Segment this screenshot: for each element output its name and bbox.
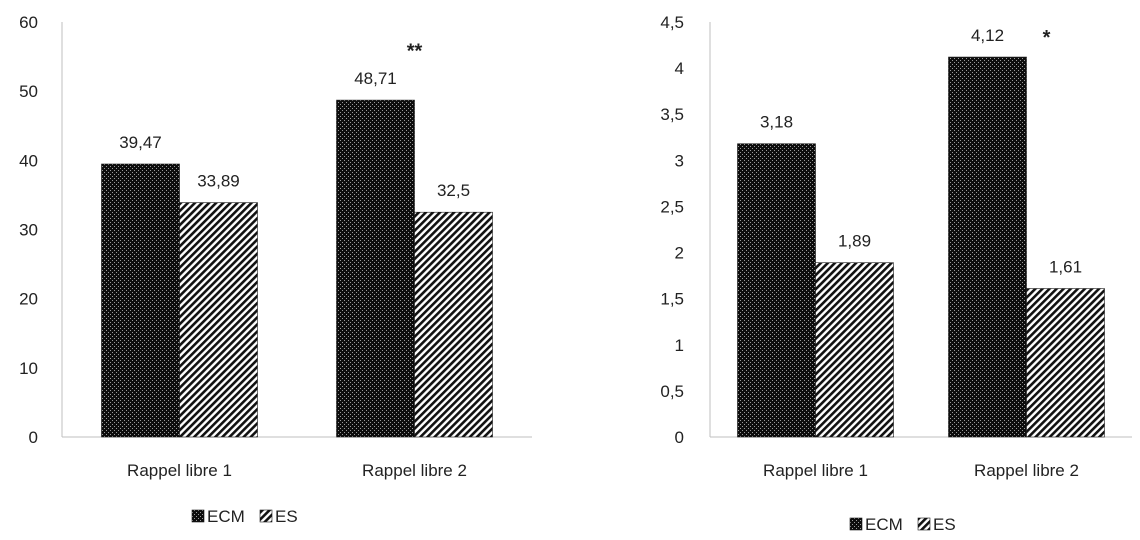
bar-ecm-1 bbox=[101, 163, 180, 438]
y-tick-label: 3,5 bbox=[660, 105, 684, 124]
y-tick-label: 10 bbox=[19, 359, 38, 378]
legend-label: ES bbox=[275, 507, 298, 526]
y-tick-label: 60 bbox=[19, 13, 38, 32]
data-label: 1,61 bbox=[1049, 258, 1082, 277]
data-label: 33,89 bbox=[197, 172, 240, 191]
y-tick-label: 2,5 bbox=[660, 197, 684, 216]
legend-swatch-es bbox=[917, 517, 931, 531]
y-tick-label: 40 bbox=[19, 151, 38, 170]
y-tick-label: 2 bbox=[675, 244, 684, 263]
legend-label: ES bbox=[933, 515, 956, 534]
legend-swatch-ecm bbox=[849, 517, 863, 531]
y-tick-label: 0,5 bbox=[660, 382, 684, 401]
y-tick-label: 1 bbox=[675, 336, 684, 355]
legend-label: ECM bbox=[207, 507, 245, 526]
y-tick-label: 50 bbox=[19, 82, 38, 101]
legend-swatch-es bbox=[259, 509, 273, 523]
y-tick-label: 30 bbox=[19, 221, 38, 240]
y-tick-label: 0 bbox=[675, 428, 684, 447]
data-label: 3,18 bbox=[760, 113, 793, 132]
bar-ecm-2 bbox=[948, 56, 1027, 438]
bar-es-2 bbox=[1026, 288, 1105, 438]
category-label: Rappel libre 1 bbox=[127, 461, 232, 480]
data-label: 4,12 bbox=[971, 26, 1004, 45]
data-label: 1,89 bbox=[838, 232, 871, 251]
y-tick-label: 0 bbox=[29, 428, 38, 447]
category-label: Rappel libre 2 bbox=[362, 461, 467, 480]
y-tick-label: 4 bbox=[675, 59, 684, 78]
chart-right: 0 0,5 1 1,5 2 2,5 3 3,5 4 4,5 3,18 1,89 Rappel libre… bbox=[660, 13, 1132, 534]
y-tick-label: 3 bbox=[675, 151, 684, 170]
legend-swatch-ecm bbox=[191, 509, 205, 523]
data-label: 48,71 bbox=[354, 69, 397, 88]
chart-left: 0 10 20 30 40 50 60 39,47 33,89 Rappel libre 1 48,… bbox=[19, 13, 532, 526]
y-tick-label: 20 bbox=[19, 290, 38, 309]
bar-es-2 bbox=[414, 211, 493, 438]
category-label: Rappel libre 2 bbox=[974, 461, 1079, 480]
y-tick-label: 1,5 bbox=[660, 290, 684, 309]
significance-marker: ** bbox=[407, 41, 423, 63]
legend-label: ECM bbox=[865, 515, 903, 534]
data-label: 32,5 bbox=[437, 181, 470, 200]
y-tick-label: 4,5 bbox=[660, 13, 684, 32]
significance-marker: * bbox=[1043, 27, 1051, 49]
category-label: Rappel libre 1 bbox=[763, 461, 868, 480]
bar-ecm-1 bbox=[737, 143, 816, 438]
data-label: 39,47 bbox=[119, 133, 162, 152]
bar-es-1 bbox=[179, 202, 258, 438]
bar-es-1 bbox=[815, 262, 894, 438]
bar-ecm-2 bbox=[336, 99, 415, 438]
